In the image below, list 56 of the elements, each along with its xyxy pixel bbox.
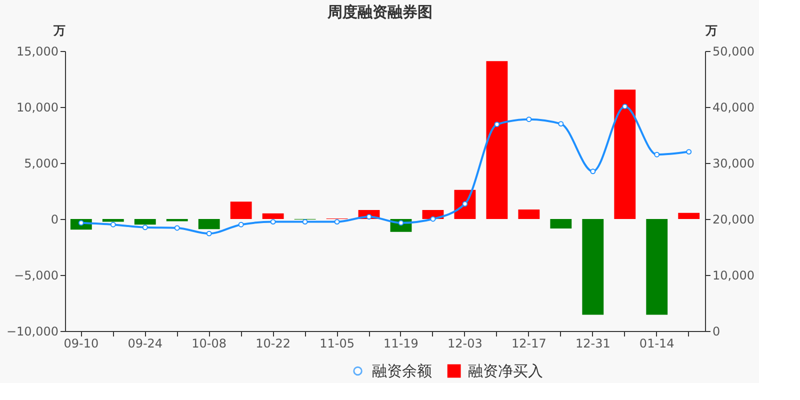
point xyxy=(270,219,276,225)
y2-tick-label: 0 xyxy=(712,324,720,338)
bar xyxy=(518,209,540,219)
y-tick-label: 0 xyxy=(50,212,59,226)
y2-tick-label: 30,000 xyxy=(712,156,755,170)
point xyxy=(590,168,596,174)
point xyxy=(526,116,532,122)
point xyxy=(302,219,308,225)
bar xyxy=(646,219,668,315)
x-tick-label: 12-17 xyxy=(511,336,546,350)
point xyxy=(462,201,468,207)
bar xyxy=(230,202,252,219)
bar xyxy=(198,219,220,230)
legend-label: 融资余额 xyxy=(372,362,432,380)
y-tick-label: 5,000 xyxy=(24,156,59,170)
point xyxy=(558,121,564,127)
x-tick-label: 12-31 xyxy=(575,336,610,350)
bar xyxy=(582,219,604,315)
x-tick-label: 01-14 xyxy=(639,336,674,350)
bar xyxy=(262,213,284,219)
point xyxy=(238,222,244,228)
x-tick-label: 11-19 xyxy=(384,336,418,350)
x-tick-label: 10-08 xyxy=(192,336,227,350)
x-tick-label: 12-03 xyxy=(448,336,482,350)
y2-tick-label: 10,000 xyxy=(712,268,755,282)
bar xyxy=(678,212,700,219)
x-tick-label: 09-10 xyxy=(64,336,99,350)
point xyxy=(494,122,500,128)
x-tick-label: 10-22 xyxy=(256,336,290,350)
bar xyxy=(614,90,636,219)
point xyxy=(174,225,180,231)
x-tick-label: 11-05 xyxy=(320,336,354,350)
point xyxy=(622,104,628,110)
y2-tick-label: 40,000 xyxy=(712,100,755,114)
y-tick-label: −10,000 xyxy=(6,324,59,338)
x-tick-label: 09-24 xyxy=(128,336,163,350)
y-tick-label: 15,000 xyxy=(16,44,59,58)
y2-tick-label: 50,000 xyxy=(712,44,755,58)
y-axis-title: 万 xyxy=(52,24,66,38)
point xyxy=(654,152,660,158)
y2-tick-label: 20,000 xyxy=(712,212,755,226)
bar xyxy=(102,219,124,222)
y2-axis-title: 万 xyxy=(704,24,718,38)
y-tick-label: −5,000 xyxy=(14,268,59,282)
point xyxy=(686,149,692,155)
point xyxy=(430,216,436,222)
bar xyxy=(486,61,508,219)
legend-label: 融资净买入 xyxy=(468,362,544,380)
point xyxy=(110,222,116,228)
point xyxy=(206,230,212,236)
bar xyxy=(134,219,156,225)
point xyxy=(334,219,340,225)
point xyxy=(142,224,148,230)
y-tick-label: 10,000 xyxy=(16,100,59,114)
bar xyxy=(550,219,572,229)
chart-title: 周度融资融券图 xyxy=(326,3,432,21)
